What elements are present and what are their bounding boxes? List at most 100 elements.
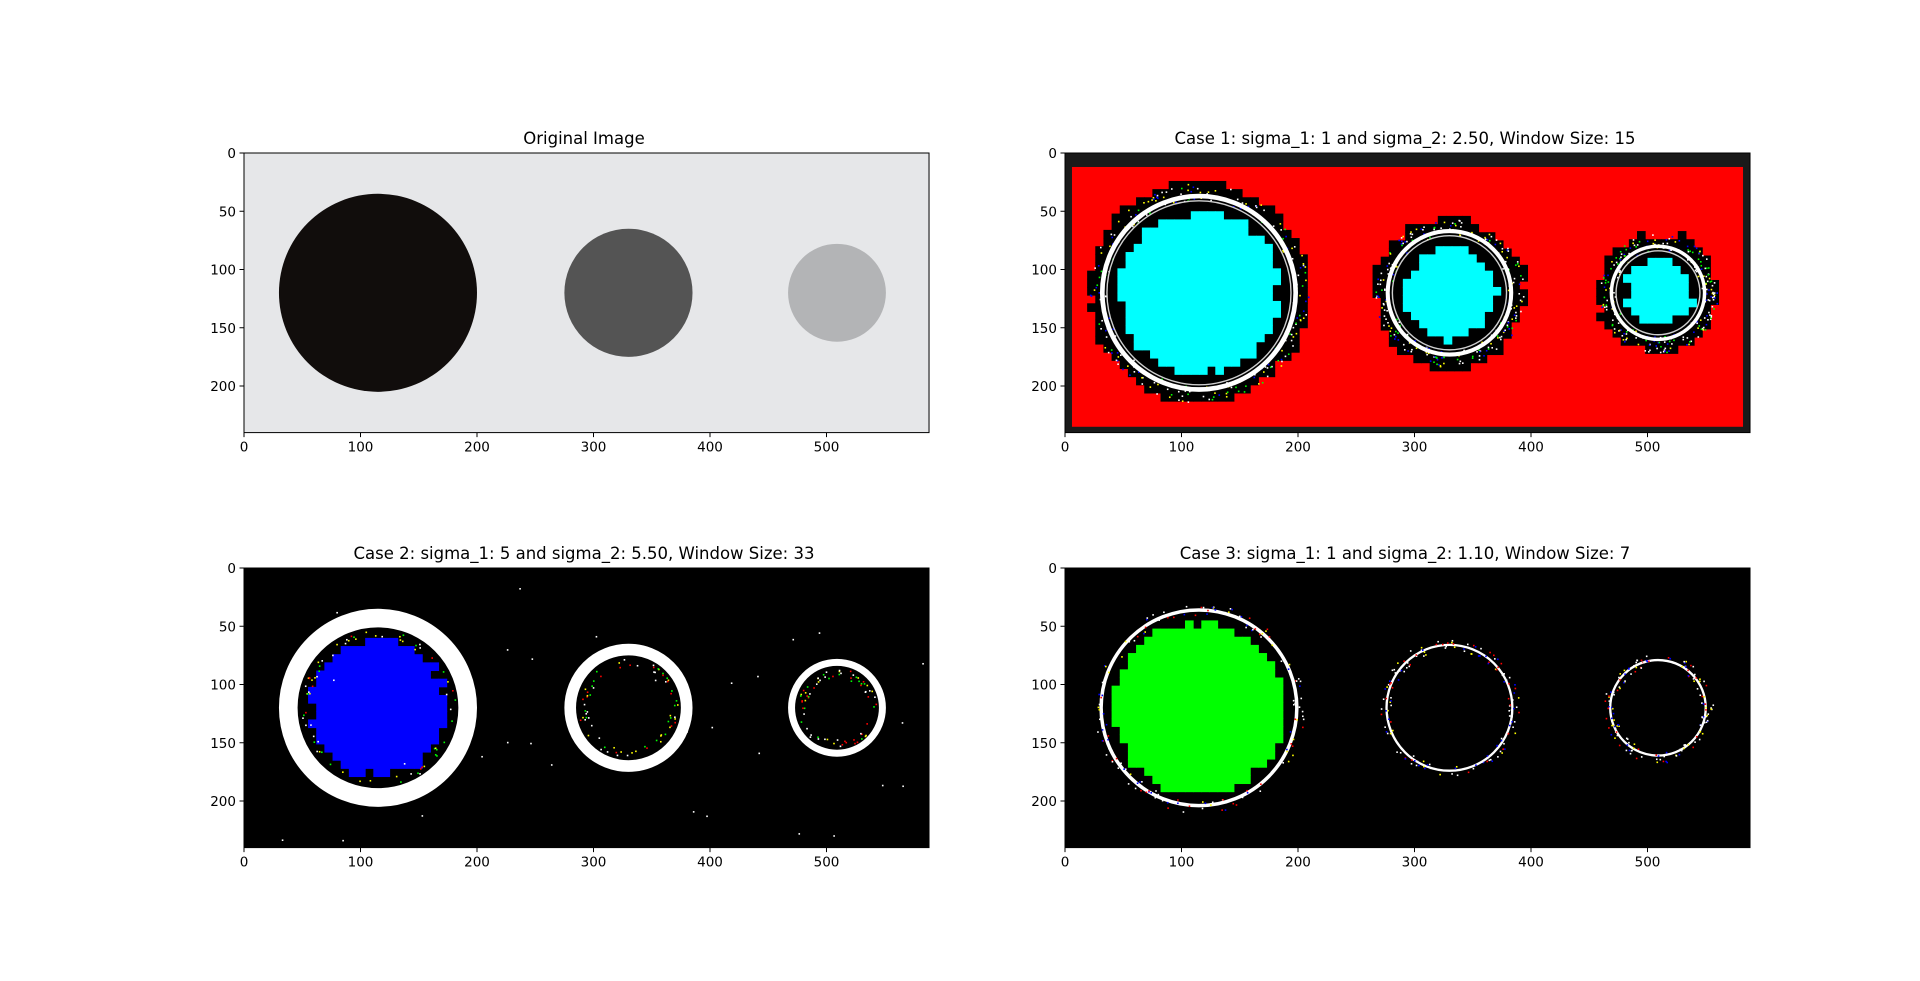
noise-speckle — [1710, 288, 1713, 291]
edge-blob — [1119, 303, 1129, 312]
noise-speckle — [1608, 696, 1610, 698]
noise-speckle — [1713, 292, 1716, 294]
noise-speckle — [692, 811, 695, 813]
noise-speckle — [1652, 234, 1654, 236]
interior-fill — [389, 637, 399, 647]
interior-fill — [405, 646, 415, 655]
interior-fill — [1647, 290, 1657, 300]
noise-speckle — [400, 781, 402, 783]
interior-fill — [1209, 783, 1219, 793]
edge-blob — [1653, 239, 1662, 248]
noise-speckle — [1612, 712, 1615, 715]
noise-speckle — [436, 755, 438, 757]
noise-speckle — [530, 742, 532, 745]
edge-blob — [1266, 344, 1276, 353]
noise-speckle — [1508, 705, 1511, 707]
noise-speckle — [1704, 267, 1707, 270]
edge-blob — [1462, 232, 1471, 241]
interior-fill — [1256, 292, 1265, 302]
noise-speckle — [1108, 317, 1111, 320]
edge-blob — [1494, 272, 1504, 282]
noise-speckle — [1305, 300, 1307, 303]
noise-speckle — [1605, 308, 1608, 311]
edge-blob — [1596, 288, 1605, 297]
noise-speckle — [1633, 665, 1635, 667]
noise-speckle — [1625, 749, 1628, 752]
interior-fill — [1117, 292, 1127, 302]
noise-speckle — [1504, 748, 1506, 750]
noise-speckle — [1161, 799, 1164, 802]
edge-blob — [1119, 254, 1129, 264]
interior-fill — [1215, 358, 1224, 367]
interior-fill — [1225, 750, 1235, 760]
noise-speckle — [833, 742, 835, 745]
edge-blob — [1299, 295, 1308, 304]
interior-fill — [1223, 349, 1233, 359]
interior-fill — [1215, 268, 1224, 277]
interior-fill — [414, 703, 423, 712]
interior-fill — [332, 654, 342, 663]
interior-fill — [1231, 292, 1241, 302]
noise-speckle — [1188, 390, 1191, 393]
x-tick-label: 200 — [1285, 440, 1311, 456]
noise-speckle — [1115, 359, 1118, 362]
noise-speckle — [1521, 300, 1523, 303]
noise-speckle — [1292, 336, 1295, 338]
noise-speckle — [374, 635, 377, 637]
edge-blob — [1217, 205, 1227, 215]
interior-fill — [348, 760, 358, 769]
x-tick-label: 300 — [581, 440, 607, 456]
interior-fill — [1419, 295, 1428, 304]
interior-fill — [1247, 243, 1257, 253]
noise-speckle — [1292, 699, 1295, 702]
interior-fill — [1225, 693, 1235, 703]
interior-fill — [1150, 300, 1159, 310]
interior-fill — [1201, 775, 1210, 785]
x-tick-label: 200 — [464, 855, 490, 871]
interior-fill — [373, 735, 382, 745]
interior-fill — [1152, 775, 1162, 785]
interior-fill — [1127, 759, 1137, 768]
noise-speckle — [1255, 206, 1258, 209]
edge-blob — [1470, 240, 1480, 250]
edge-blob — [1388, 305, 1398, 315]
interior-fill — [1152, 685, 1162, 695]
noise-speckle — [1243, 391, 1246, 393]
edge-blob — [1299, 270, 1308, 280]
noise-speckle — [399, 635, 401, 638]
edge-blob — [1282, 229, 1292, 239]
edge-blob — [1095, 262, 1104, 272]
noise-speckle — [1383, 309, 1386, 311]
interior-fill — [1223, 276, 1233, 286]
edge-blob — [1201, 189, 1210, 198]
noise-speckle — [1675, 755, 1678, 757]
noise-speckle — [1394, 335, 1397, 338]
noise-speckle — [861, 738, 863, 740]
interior-fill — [1190, 358, 1200, 367]
noise-speckle — [1390, 682, 1392, 684]
noise-speckle — [1668, 350, 1670, 352]
interior-fill — [1274, 685, 1284, 695]
interior-fill — [1468, 295, 1477, 304]
edge-blob — [1478, 248, 1488, 258]
edge-blob — [1421, 224, 1431, 233]
noise-speckle — [1506, 325, 1509, 328]
noise-speckle — [1697, 327, 1699, 329]
edge-blob — [1413, 330, 1422, 339]
noise-speckle — [1513, 692, 1516, 694]
noise-speckle — [1231, 608, 1233, 611]
interior-fill — [316, 735, 325, 745]
edge-blob — [1604, 312, 1614, 322]
noise-speckle — [1380, 708, 1383, 710]
noise-speckle — [1302, 310, 1305, 313]
noise-speckle — [1211, 801, 1214, 804]
noise-speckle — [1605, 304, 1608, 307]
edge-blob — [1176, 213, 1186, 223]
interior-fill — [422, 727, 431, 737]
interior-fill — [405, 703, 415, 712]
noise-speckle — [603, 746, 606, 749]
interior-fill — [308, 686, 317, 696]
interior-fill — [1427, 319, 1436, 329]
noise-speckle — [902, 785, 904, 788]
interior-fill — [397, 760, 407, 769]
